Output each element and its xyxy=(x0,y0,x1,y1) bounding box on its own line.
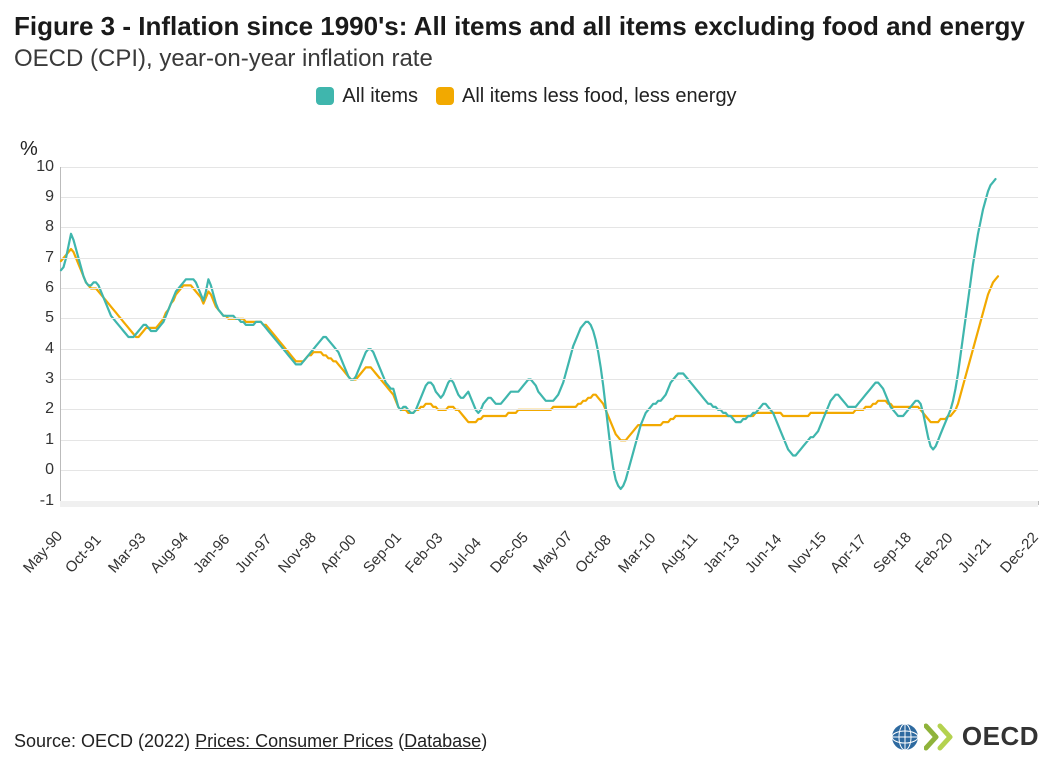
legend-label-series1: All items xyxy=(342,85,418,108)
x-tick-label: Feb-03 xyxy=(402,529,446,576)
figure-container: Figure 3 - Inflation since 1990's: All i… xyxy=(0,0,1053,772)
y-tick-label: 7 xyxy=(24,249,54,267)
source-prefix: Source: OECD (2022) xyxy=(14,731,195,751)
y-tick-label: 5 xyxy=(24,309,54,327)
x-tick-label: Feb-20 xyxy=(912,529,956,576)
x-axis-band xyxy=(60,501,1038,507)
y-tick-label: 0 xyxy=(24,461,54,479)
figure-title: Figure 3 - Inflation since 1990's: All i… xyxy=(14,10,1039,43)
y-tick-label: -1 xyxy=(24,492,54,510)
x-tick-label: Jul-21 xyxy=(955,534,995,576)
x-tick-label: Jun-14 xyxy=(742,530,785,575)
globe-icon xyxy=(890,722,920,752)
source-link-prices[interactable]: Prices: Consumer Prices xyxy=(195,731,393,751)
source-mid: ( xyxy=(393,731,404,751)
oecd-logo: OECD xyxy=(890,721,1039,752)
x-tick-label: Apr-00 xyxy=(317,531,360,576)
x-tick-label: Apr-17 xyxy=(827,531,870,576)
x-tick-label: Sep-01 xyxy=(360,529,405,576)
legend-item-all-items: All items xyxy=(316,85,418,108)
x-tick-label: Jan-13 xyxy=(700,530,743,575)
x-axis-labels: May-90Oct-91Mar-93Aug-94Jan-96Jun-97Nov-… xyxy=(60,523,1038,593)
y-tick-label: 3 xyxy=(24,370,54,388)
brand-text: OECD xyxy=(962,721,1039,752)
x-tick-label: Oct-91 xyxy=(62,531,105,576)
x-tick-label: Aug-94 xyxy=(147,529,192,576)
plot-area: -1012345678910 May-90Oct-91Mar-93Aug-94J… xyxy=(28,167,1038,537)
y-tick-label: 1 xyxy=(24,431,54,449)
source-citation: Source: OECD (2022) Prices: Consumer Pri… xyxy=(14,731,487,752)
source-link-database[interactable]: Database xyxy=(404,731,481,751)
x-tick-label: Jun-97 xyxy=(232,530,275,575)
x-tick-label: Jan-96 xyxy=(190,530,233,575)
legend-label-series2: All items less food, less energy xyxy=(462,85,737,108)
chevrons-icon xyxy=(924,722,958,752)
y-tick-label: 4 xyxy=(24,340,54,358)
x-tick-label: Mar-93 xyxy=(105,529,149,576)
y-tick-label: 10 xyxy=(24,158,54,176)
x-tick-label: Aug-11 xyxy=(657,529,701,576)
x-tick-label: Dec-22 xyxy=(997,529,1042,576)
legend-item-core: All items less food, less energy xyxy=(436,85,737,108)
figure-footer: Source: OECD (2022) Prices: Consumer Pri… xyxy=(14,721,1039,752)
chart-svg xyxy=(61,167,1038,501)
x-tick-label: Mar-10 xyxy=(615,529,659,576)
figure-subtitle: OECD (CPI), year-on-year inflation rate xyxy=(14,45,1039,73)
x-tick-label: Nov-15 xyxy=(785,529,830,576)
x-tick-label: Sep-18 xyxy=(870,529,915,576)
x-tick-label: Nov-98 xyxy=(275,529,320,576)
y-axis-title: % xyxy=(20,138,1039,161)
source-suffix: ) xyxy=(481,731,487,751)
x-tick-label: May-07 xyxy=(530,527,576,576)
y-tick-label: 8 xyxy=(24,218,54,236)
legend-swatch-series1 xyxy=(316,87,334,105)
y-tick-label: 9 xyxy=(24,188,54,206)
x-tick-label: Dec-05 xyxy=(487,529,532,576)
legend-swatch-series2 xyxy=(436,87,454,105)
y-axis-labels: -1012345678910 xyxy=(24,167,54,537)
x-tick-label: Oct-08 xyxy=(572,531,615,576)
x-tick-label: Jul-04 xyxy=(445,534,485,576)
chart-plot xyxy=(60,167,1038,501)
y-tick-label: 2 xyxy=(24,400,54,418)
y-tick-label: 6 xyxy=(24,279,54,297)
legend: All items All items less food, less ener… xyxy=(14,85,1039,108)
